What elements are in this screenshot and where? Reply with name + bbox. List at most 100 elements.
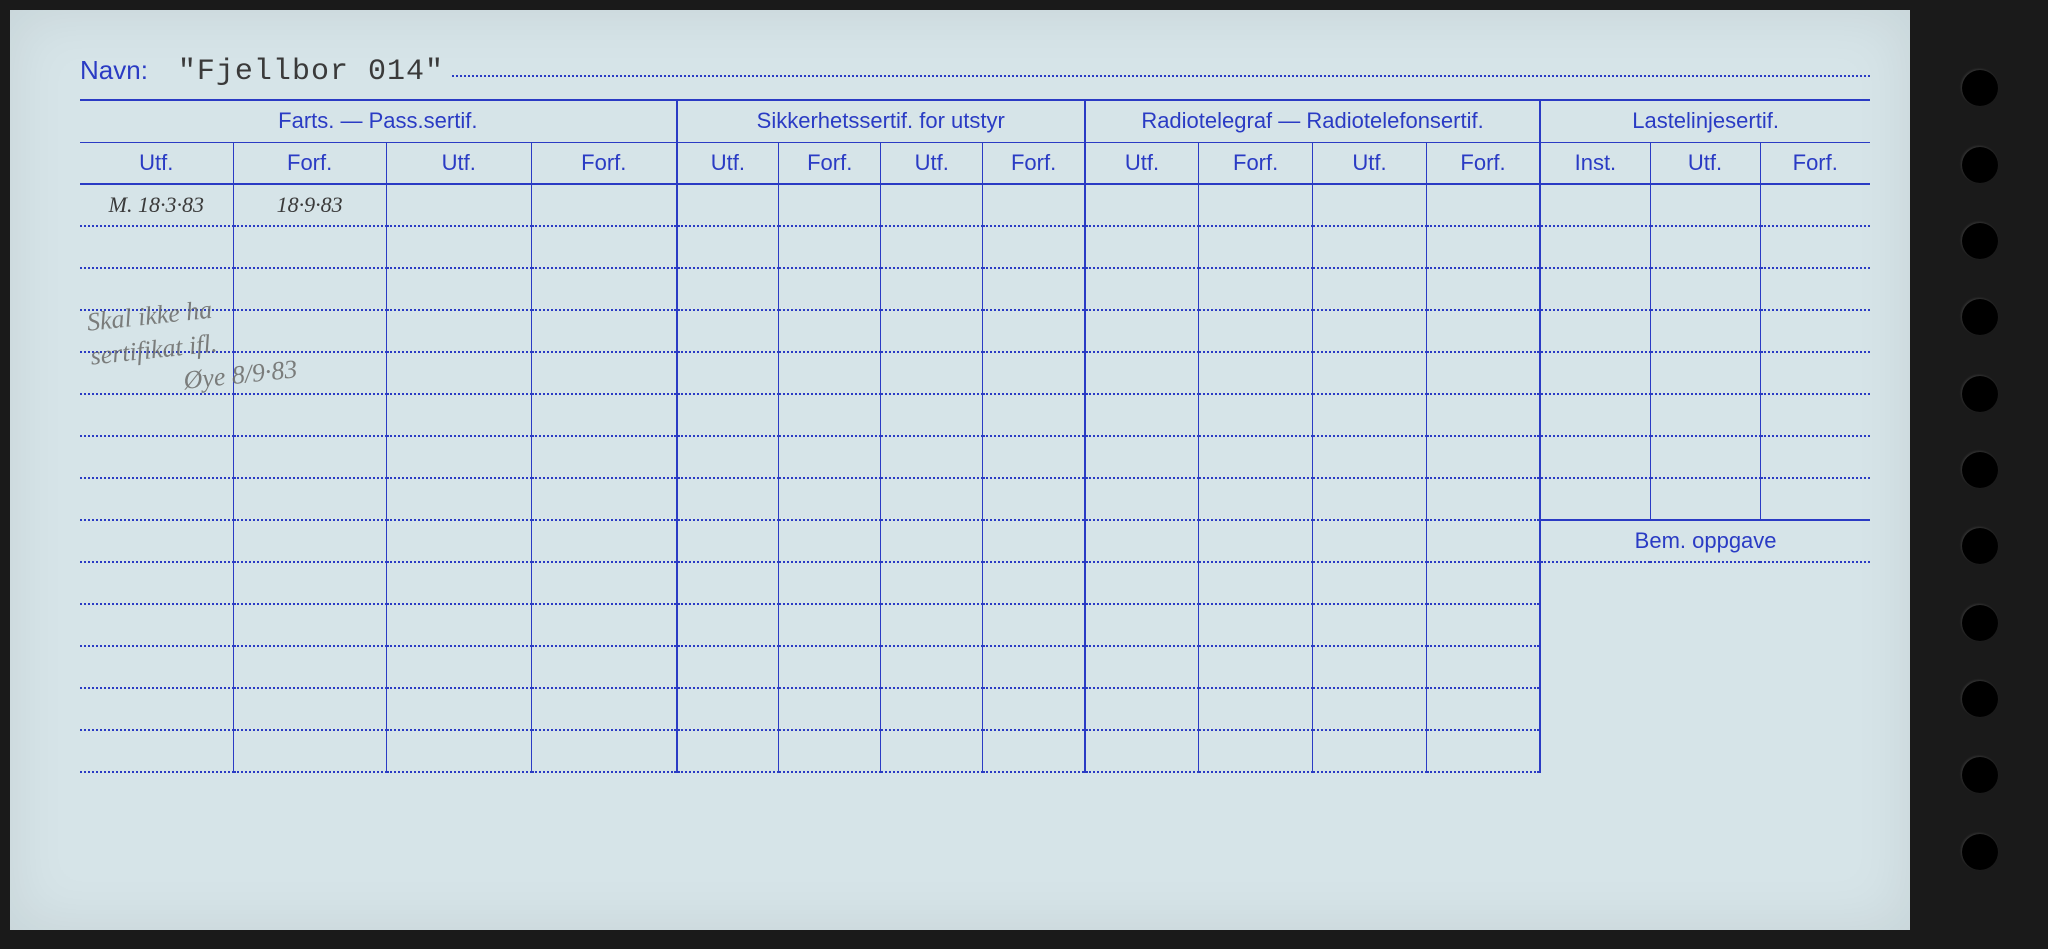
table-cell bbox=[233, 394, 386, 436]
table-cell bbox=[677, 184, 779, 226]
table-cell bbox=[983, 436, 1085, 478]
table-cell bbox=[1199, 562, 1313, 604]
table-cell bbox=[1199, 394, 1313, 436]
table-cell bbox=[1199, 604, 1313, 646]
sub-header-row: Utf. Forf. Utf. Forf. Utf. Forf. Utf. Fo… bbox=[80, 142, 1870, 184]
table-cell bbox=[1313, 310, 1427, 352]
table-cell bbox=[1313, 646, 1427, 688]
table-cell bbox=[80, 268, 233, 310]
table-cell bbox=[233, 562, 386, 604]
table-cell bbox=[386, 268, 531, 310]
table-row bbox=[80, 436, 1870, 478]
table-cell bbox=[677, 436, 779, 478]
table-cell bbox=[1426, 688, 1540, 730]
table-cell bbox=[881, 478, 983, 520]
table-cell bbox=[983, 646, 1085, 688]
table-cell bbox=[1426, 226, 1540, 268]
name-dotted-line bbox=[452, 75, 1870, 77]
table-cell bbox=[386, 604, 531, 646]
table-cell bbox=[983, 394, 1085, 436]
table-cell bbox=[233, 604, 386, 646]
table-cell bbox=[1426, 520, 1540, 562]
table-cell bbox=[386, 184, 531, 226]
table-cell bbox=[881, 394, 983, 436]
table-cell bbox=[1313, 562, 1427, 604]
table-cell bbox=[233, 478, 386, 520]
col-header: Utf. bbox=[677, 142, 779, 184]
table-cell bbox=[80, 520, 233, 562]
table-cell bbox=[983, 730, 1085, 772]
table-cell bbox=[779, 646, 881, 688]
table-cell bbox=[1426, 478, 1540, 520]
table-cell bbox=[1313, 184, 1427, 226]
table-row bbox=[80, 562, 1870, 604]
bem-oppgave-header: Bem. oppgave bbox=[1540, 520, 1870, 562]
table-row bbox=[80, 310, 1870, 352]
table-cell bbox=[1313, 478, 1427, 520]
col-header: Forf. bbox=[1426, 142, 1540, 184]
table-row: Bem. oppgave bbox=[80, 520, 1870, 562]
table-cell bbox=[531, 520, 676, 562]
table-cell bbox=[1313, 226, 1427, 268]
table-cell bbox=[386, 520, 531, 562]
col-header: Utf. bbox=[1650, 142, 1760, 184]
table-cell bbox=[1085, 562, 1199, 604]
table-cell bbox=[1085, 352, 1199, 394]
table-cell bbox=[1760, 394, 1870, 436]
table-cell bbox=[233, 646, 386, 688]
binder-hole bbox=[1962, 528, 1998, 564]
table-cell bbox=[1650, 352, 1760, 394]
table-cell bbox=[1085, 310, 1199, 352]
index-card: Navn: "Fjellbor 014" Farts. — Pass.serti… bbox=[10, 10, 1910, 930]
table-cell bbox=[386, 226, 531, 268]
table-cell bbox=[233, 310, 386, 352]
col-header: Forf. bbox=[779, 142, 881, 184]
table-cell bbox=[983, 604, 1085, 646]
table-cell bbox=[80, 352, 233, 394]
table-cell: 18·9·83 bbox=[233, 184, 386, 226]
table-cell bbox=[881, 436, 983, 478]
table-cell bbox=[1199, 436, 1313, 478]
table-row bbox=[80, 268, 1870, 310]
table-cell bbox=[677, 394, 779, 436]
table-cell bbox=[779, 394, 881, 436]
table-cell bbox=[881, 352, 983, 394]
binder-holes bbox=[1950, 10, 2010, 930]
table-cell bbox=[531, 562, 676, 604]
table-cell bbox=[983, 562, 1085, 604]
table-cell bbox=[1085, 688, 1199, 730]
table-cell bbox=[1199, 310, 1313, 352]
table-cell bbox=[386, 436, 531, 478]
table-cell bbox=[1426, 268, 1540, 310]
table-cell bbox=[1085, 478, 1199, 520]
table-row bbox=[80, 394, 1870, 436]
table-cell bbox=[677, 604, 779, 646]
table-cell bbox=[1313, 352, 1427, 394]
table-cell bbox=[80, 688, 233, 730]
table-cell bbox=[1650, 268, 1760, 310]
table-cell bbox=[1313, 436, 1427, 478]
table-cell bbox=[1199, 730, 1313, 772]
table-cell bbox=[1760, 478, 1870, 520]
col-header: Utf. bbox=[1085, 142, 1199, 184]
table-cell bbox=[779, 604, 881, 646]
table-cell bbox=[1540, 226, 1650, 268]
table-cell bbox=[531, 730, 676, 772]
table-row bbox=[80, 226, 1870, 268]
table-cell bbox=[233, 352, 386, 394]
table-cell bbox=[1540, 436, 1650, 478]
table-cell bbox=[233, 688, 386, 730]
binder-hole bbox=[1962, 299, 1998, 335]
binder-hole bbox=[1962, 376, 1998, 412]
table-cell bbox=[983, 520, 1085, 562]
table-cell bbox=[1199, 268, 1313, 310]
table-cell bbox=[386, 646, 531, 688]
table-cell bbox=[531, 268, 676, 310]
table-cell bbox=[779, 688, 881, 730]
table-cell bbox=[677, 310, 779, 352]
table-head: Farts. — Pass.sertif. Sikkerhetssertif. … bbox=[80, 100, 1870, 184]
table-cell bbox=[531, 184, 676, 226]
table-cell bbox=[531, 604, 676, 646]
group-header: Lastelinjesertif. bbox=[1540, 100, 1870, 142]
col-header: Forf. bbox=[531, 142, 676, 184]
